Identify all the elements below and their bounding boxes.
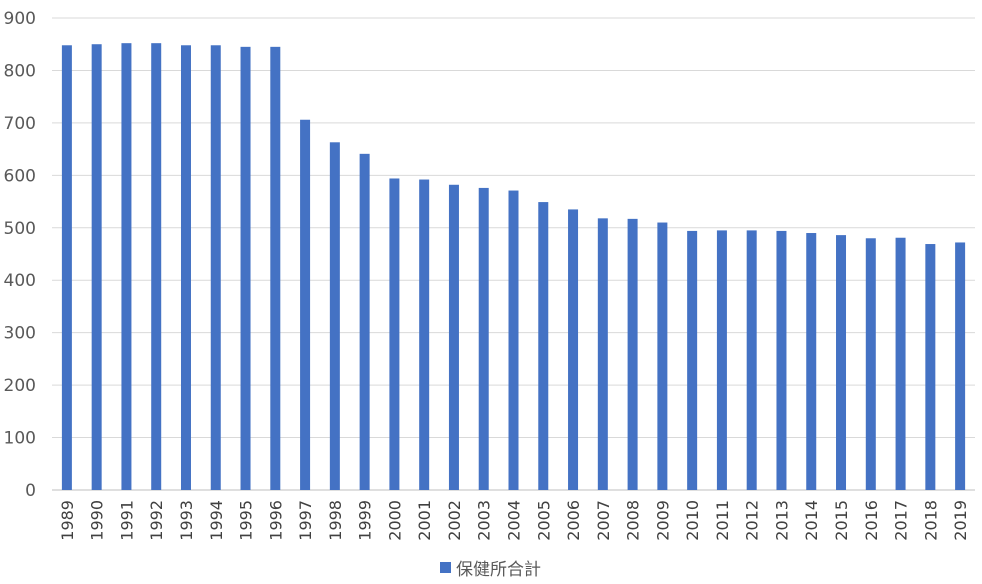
legend-label: 保健所合計 (456, 560, 541, 580)
x-tick-label: 2008 (624, 500, 643, 541)
x-tick-label: 2007 (594, 500, 613, 541)
bar-2011 (716, 230, 727, 490)
x-tick-label: 1998 (326, 500, 345, 541)
y-tick-label: 100 (4, 429, 36, 449)
x-tick-label: 2013 (772, 500, 791, 541)
x-tick-label: 2019 (951, 500, 970, 541)
bar-1999 (359, 153, 370, 490)
bar-2008 (627, 218, 638, 490)
y-tick-label: 600 (4, 166, 36, 186)
x-tick-label: 1994 (207, 500, 226, 541)
bar-1996 (270, 46, 281, 490)
x-tick-label: 1999 (356, 500, 375, 541)
x-tick-label: 2015 (832, 500, 851, 541)
x-tick-label: 1995 (237, 500, 256, 541)
bar-2015 (836, 235, 847, 490)
x-tick-label: 2000 (385, 500, 404, 541)
x-tick-label: 2011 (713, 500, 732, 541)
y-tick-label: 400 (4, 271, 36, 291)
x-tick-label: 1990 (88, 500, 107, 541)
x-tick-label: 2016 (862, 500, 881, 541)
bar-2010 (687, 230, 698, 490)
bar-2014 (806, 233, 817, 490)
x-tick-label: 1997 (296, 500, 315, 541)
x-axis-ticks: 1989 1990 1991 1992 1993 1994 1995 1996 1997 1998… (58, 500, 970, 541)
x-tick-label: 2003 (475, 500, 494, 541)
bar-1994 (210, 45, 221, 490)
x-tick-label: 2017 (892, 500, 911, 541)
bar-2007 (597, 218, 608, 491)
y-tick-label: 900 (4, 9, 36, 29)
x-tick-label: 1989 (58, 500, 77, 541)
x-tick-label: 2012 (743, 500, 762, 541)
x-tick-label: 1996 (266, 500, 285, 541)
bar-2017 (895, 237, 906, 490)
x-tick-label: 2002 (445, 500, 464, 541)
bar-2004 (508, 190, 519, 490)
legend: 保健所合計 (440, 560, 541, 580)
bar-1990 (91, 44, 102, 490)
bar-2002 (448, 184, 459, 491)
bar-1992 (151, 43, 162, 490)
x-tick-label: 2001 (415, 500, 434, 541)
bar-2001 (419, 179, 430, 491)
x-tick-label: 2010 (683, 500, 702, 541)
bar-1995 (240, 46, 251, 490)
x-tick-label: 2006 (564, 500, 583, 541)
bar-1993 (180, 45, 191, 490)
x-tick-label: 2009 (653, 500, 672, 541)
x-tick-label: 2018 (921, 500, 940, 541)
bar-1989 (61, 45, 72, 490)
bar-2019 (955, 242, 966, 490)
bar-2005 (538, 202, 549, 490)
y-tick-label: 200 (4, 376, 36, 396)
bar-2013 (776, 230, 787, 490)
y-tick-label: 800 (4, 61, 36, 81)
x-tick-label: 2005 (534, 500, 553, 541)
bar-2018 (925, 244, 936, 490)
y-tick-label: 500 (4, 219, 36, 239)
x-tick-label: 1993 (177, 500, 196, 541)
x-tick-label: 2004 (505, 500, 524, 541)
bar-2006 (568, 209, 579, 490)
bar-2000 (389, 178, 400, 491)
y-tick-label: 300 (4, 324, 36, 344)
x-tick-label: 1991 (117, 500, 136, 541)
bar-2012 (746, 230, 757, 490)
y-tick-label: 700 (4, 114, 36, 134)
legend-swatch (440, 562, 451, 573)
bar-1997 (300, 119, 311, 491)
y-tick-label: 0 (25, 481, 36, 501)
bar-2016 (865, 238, 876, 490)
bar-2009 (657, 222, 668, 491)
x-tick-label: 1992 (147, 500, 166, 541)
y-axis-ticks: 0 100 200 300 400 500 600 700 800 900 (4, 9, 36, 501)
bars (61, 43, 966, 491)
x-tick-label: 2014 (802, 500, 821, 541)
bar-2003 (478, 187, 489, 491)
bar-1998 (329, 142, 340, 490)
bar-1991 (121, 43, 132, 490)
